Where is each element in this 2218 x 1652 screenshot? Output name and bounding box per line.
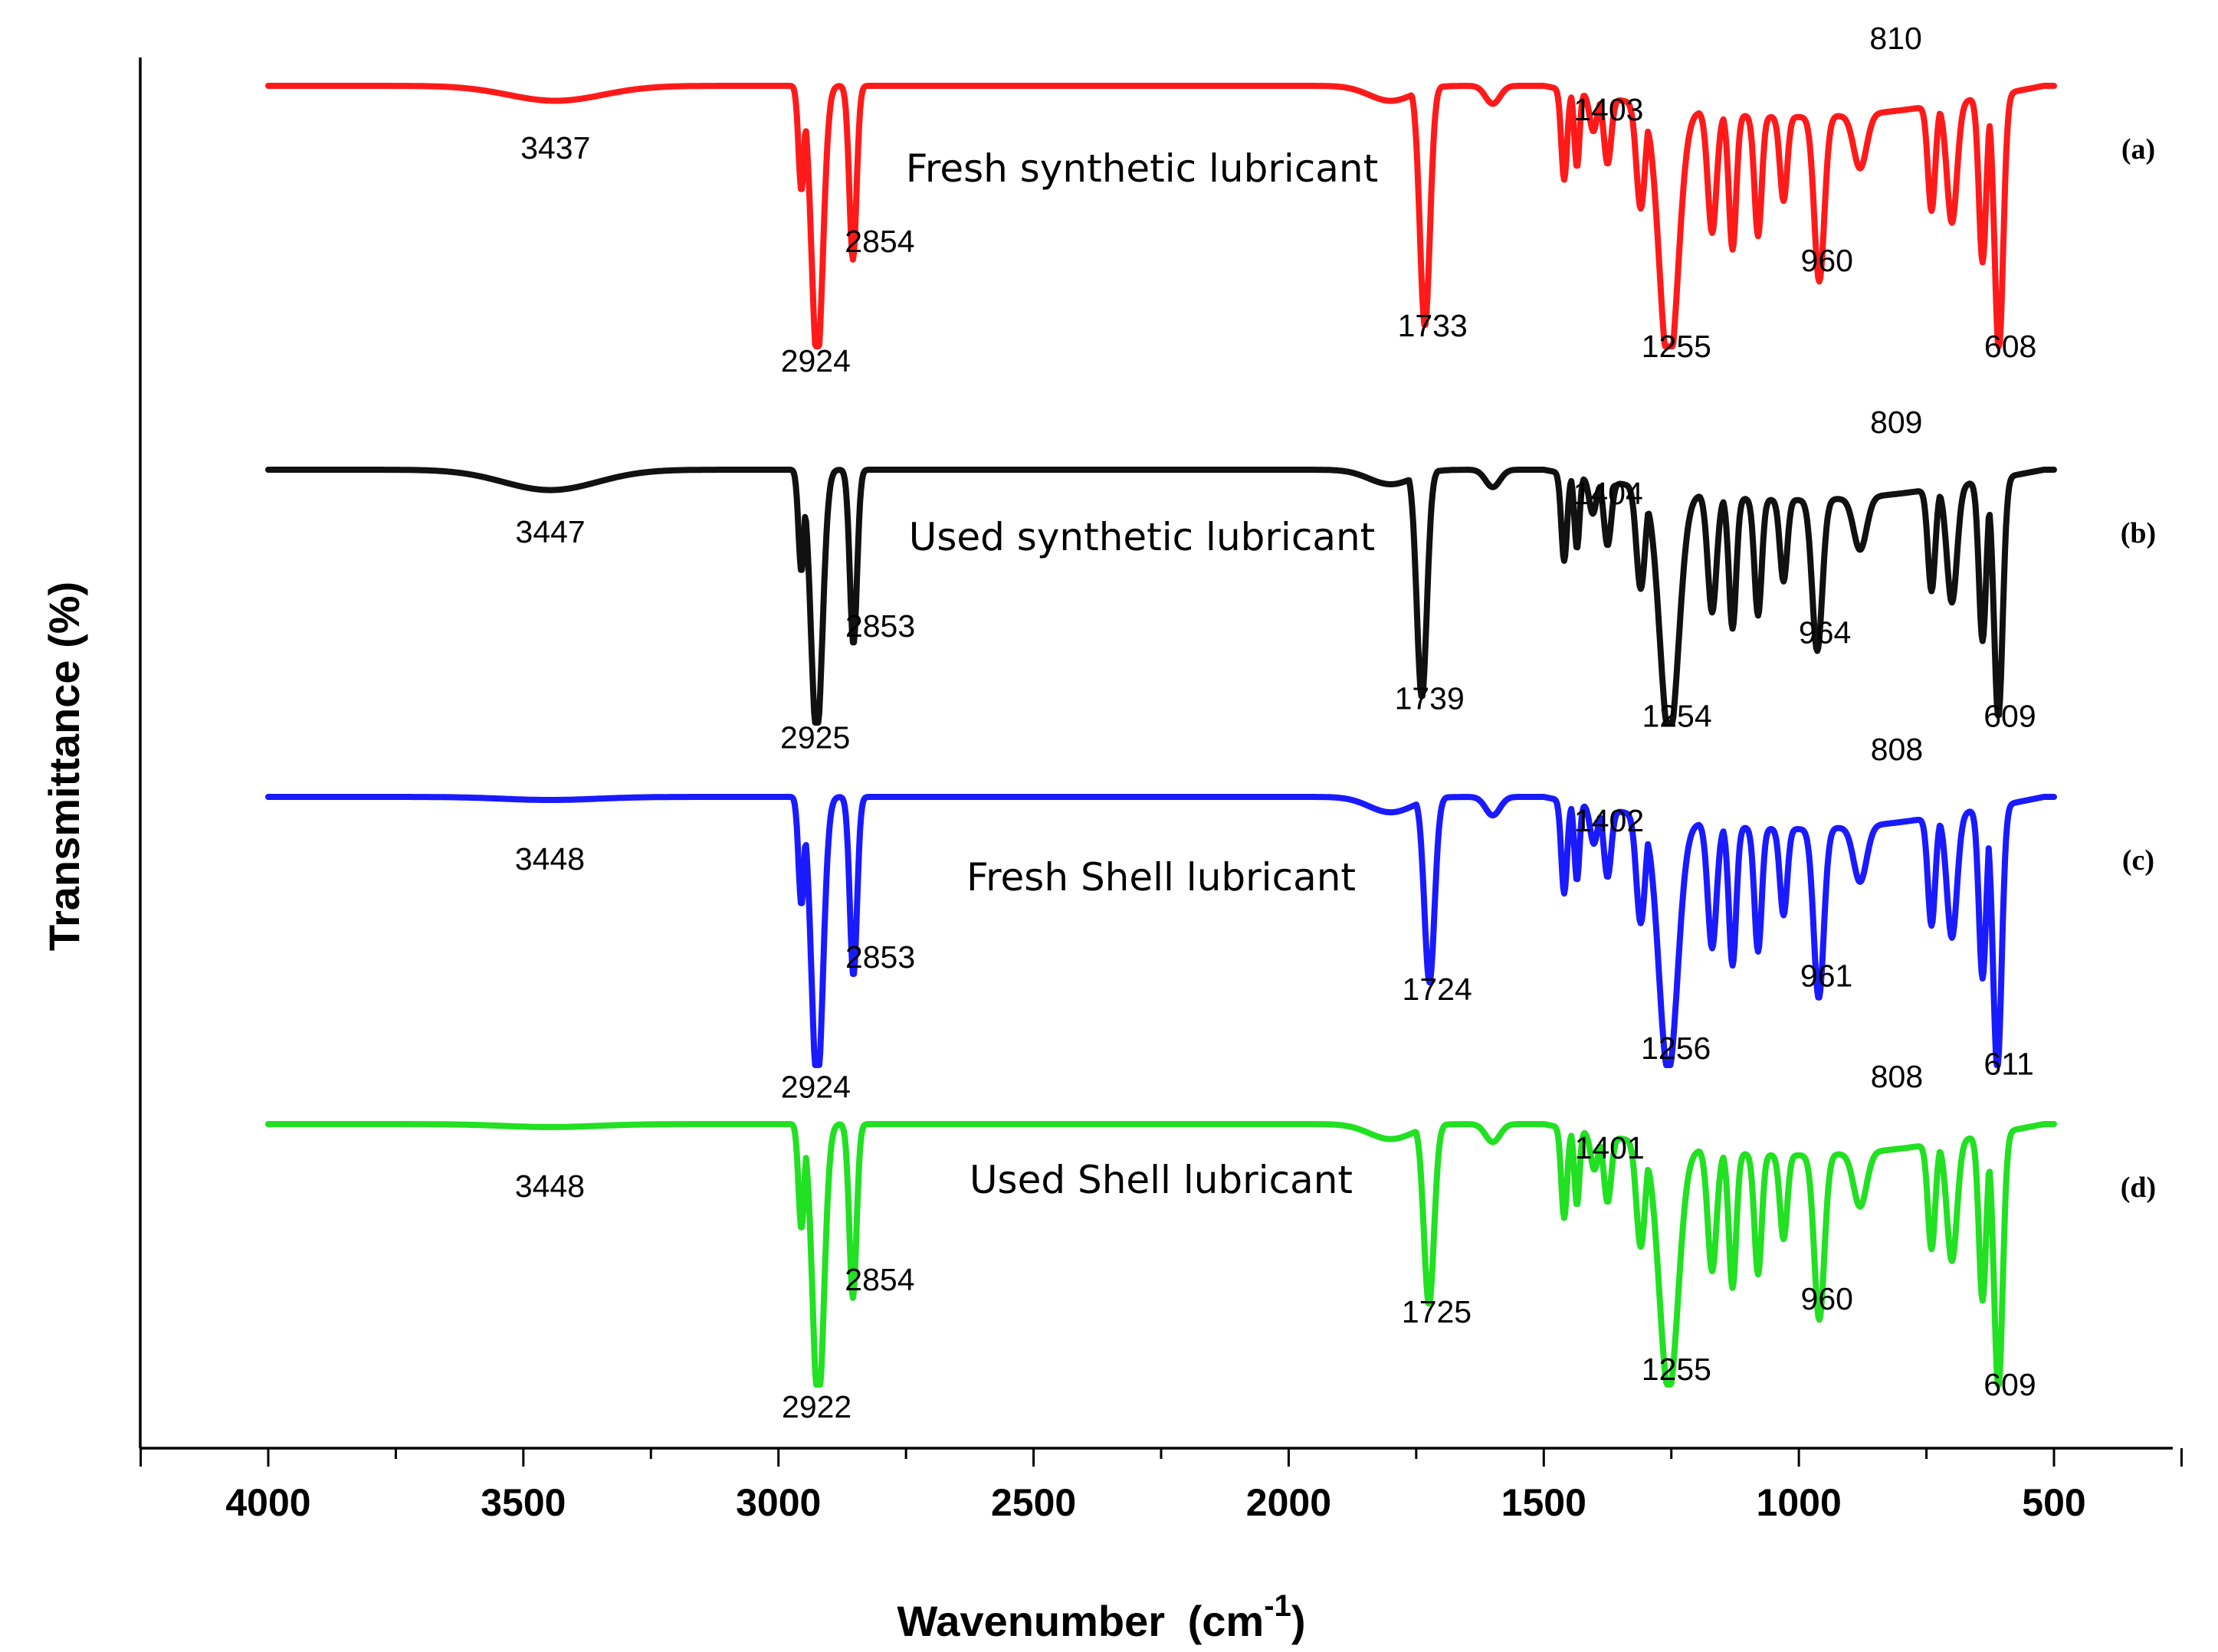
peak-label: 808 (1871, 1059, 1923, 1094)
x-tick-label: 3000 (736, 1481, 821, 1524)
peak-label: 1724 (1403, 972, 1472, 1007)
peak-label: 810 (1869, 21, 1921, 56)
x-axis-title-unit: (cm (1188, 1597, 1265, 1645)
series-name-label: Used Shell lubricant (970, 1158, 1353, 1202)
peak-label: 1725 (1402, 1294, 1472, 1329)
peak-label: 1733 (1398, 308, 1468, 343)
peak-label: 1401 (1575, 1130, 1645, 1165)
y-axis-title: Transmittance (%) (40, 582, 88, 951)
peak-label: 2853 (845, 939, 915, 975)
x-tick-label: 4000 (225, 1481, 310, 1524)
series-name-label: Fresh Shell lubricant (966, 855, 1356, 900)
spectrum-line-3 (265, 794, 2057, 1068)
peak-label: 609 (1983, 699, 2036, 734)
x-tick-label: 2000 (1246, 1481, 1331, 1524)
peak-label: 1403 (1573, 92, 1643, 127)
panel-label: (d) (2121, 1172, 2156, 1204)
peak-label: 1402 (1574, 803, 1644, 838)
peak-label: 3448 (515, 1169, 585, 1204)
x-tick-label: 500 (2022, 1481, 2085, 1524)
peak-label: 2924 (781, 1070, 851, 1105)
peak-label: 2854 (845, 1262, 914, 1297)
peak-label: 960 (1801, 243, 1853, 278)
peak-label: 611 (1983, 1047, 2033, 1082)
peak-label: 2854 (845, 224, 914, 259)
series-name-label: Fresh synthetic lubricant (906, 146, 1378, 191)
peak-label: 1255 (1642, 1352, 1711, 1387)
peak-label: 1255 (1642, 329, 1711, 364)
peak-label: 3437 (520, 130, 590, 166)
spectrum-line-4 (265, 1121, 2057, 1388)
x-axis-title-exponent: -1 (1264, 1589, 1291, 1623)
peak-label: 960 (1801, 1281, 1853, 1316)
x-tick-label: 2500 (991, 1481, 1076, 1524)
panel-label: (a) (2121, 133, 2155, 166)
x-axis-title: Wavenumber (cm-1) (897, 1589, 1306, 1645)
series-name-label: Used synthetic lubricant (909, 515, 1376, 559)
peak-label: 609 (1983, 1367, 2036, 1402)
x-axis-title-main: Wavenumber (897, 1597, 1166, 1645)
peak-label: 2925 (780, 720, 850, 756)
spectra-group: Fresh synthetic lubricant (a) 3437 2924 2854… (265, 21, 2156, 1424)
x-tick-label: 3500 (481, 1481, 566, 1524)
peak-label: 808 (1871, 732, 1923, 767)
peak-label: 961 (1800, 959, 1852, 994)
peak-label: 1739 (1395, 680, 1465, 716)
spectrum-line-2 (265, 467, 2057, 726)
peak-label: 3448 (515, 841, 585, 877)
peak-label: 2924 (781, 343, 851, 379)
panel-label: (c) (2122, 844, 2154, 877)
x-axis-title-close: ) (1291, 1597, 1306, 1645)
peak-label: 2853 (845, 608, 915, 644)
x-axis-ticks: 4000 3500 3000 2500 2000 1500 1000 500 (139, 1448, 2183, 1524)
x-tick-label: 1500 (1501, 1481, 1586, 1524)
peak-label: 1254 (1642, 699, 1711, 734)
peak-label: 608 (1984, 329, 2036, 364)
peak-label: 3447 (516, 514, 586, 549)
spectrum-line-1 (265, 83, 2057, 349)
panel-label: (b) (2121, 517, 2156, 549)
peak-label: 2922 (782, 1389, 851, 1424)
peak-label: 1256 (1641, 1031, 1711, 1066)
peak-label: 964 (1799, 615, 1851, 651)
x-tick-label: 1000 (1757, 1481, 1842, 1524)
peak-label: 809 (1870, 405, 1922, 440)
peak-label: 1404 (1573, 476, 1643, 511)
